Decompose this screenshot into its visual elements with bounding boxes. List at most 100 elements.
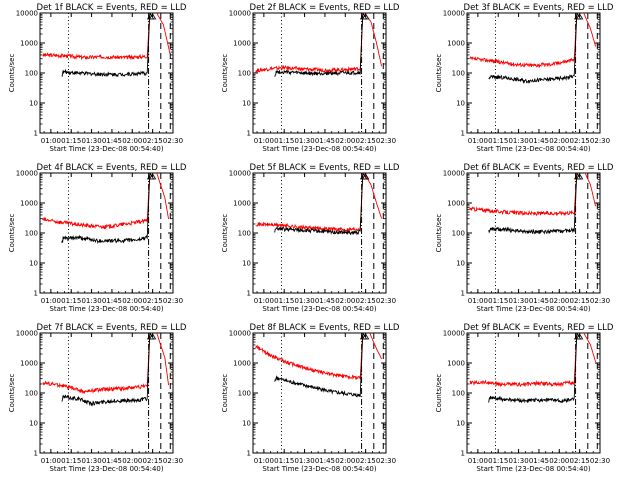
x-tick-label: 01:15 <box>488 297 508 305</box>
x-tick-label: 02:15 <box>570 457 590 465</box>
y-tick-label: 100 <box>238 390 251 398</box>
events-series-line <box>61 173 156 244</box>
x-tick-label: 01:15 <box>274 137 294 145</box>
x-tick-label: 01:00 <box>41 297 61 305</box>
x-tick-label: 01:15 <box>61 137 81 145</box>
x-tick-label: 02:15 <box>570 137 590 145</box>
x-tick-label: 01:30 <box>294 457 314 465</box>
x-axis-label: Start Time (23-Dec-08 00:54:40) <box>262 465 376 473</box>
triangle-marker <box>575 333 584 340</box>
x-tick-label: 02:30 <box>590 297 610 305</box>
y-tick-label: 1000 <box>20 360 38 368</box>
x-tick-label: 01:15 <box>274 297 294 305</box>
y-axis-label: Counts/sec <box>8 374 16 413</box>
x-tick-label: 01:00 <box>468 297 488 305</box>
triangle-marker <box>575 13 584 20</box>
x-tick-label: 02:30 <box>590 457 610 465</box>
x-axis-label: Start Time (23-Dec-08 00:54:40) <box>476 305 590 313</box>
y-axis-label: Counts/sec <box>221 214 229 253</box>
chart-panel-8: 1 10 100 1000 10000 01:00 01:15 01:30 01:45 02:00… <box>221 323 400 473</box>
x-tick-label: 01:45 <box>529 137 549 145</box>
x-tick-label: 02:15 <box>356 297 376 305</box>
chart-title: Det 2f BLACK = Events, RED = LLD <box>250 3 400 13</box>
triangle-marker <box>361 173 370 180</box>
y-tick-label: 10 <box>242 260 251 268</box>
y-tick-label: 10000 <box>16 330 38 338</box>
y-tick-label: 10 <box>242 100 251 108</box>
x-tick-label: 02:00 <box>122 297 142 305</box>
y-axis-label: Counts/sec <box>221 374 229 413</box>
x-tick-label: 02:00 <box>549 457 569 465</box>
y-tick-label: 10000 <box>443 330 465 338</box>
y-tick-label: 1 <box>247 450 251 458</box>
y-tick-label: 1 <box>34 450 38 458</box>
x-tick-label: 01:00 <box>41 137 61 145</box>
y-tick-label: 1 <box>247 290 251 298</box>
y-tick-label: 1000 <box>233 200 251 208</box>
x-tick-label: 02:30 <box>163 137 183 145</box>
y-tick-label: 1 <box>461 130 465 138</box>
y-tick-label: 100 <box>238 230 251 238</box>
y-tick-label: 10 <box>456 420 465 428</box>
x-tick-label: 01:30 <box>81 297 101 305</box>
x-tick-label: 01:30 <box>508 297 528 305</box>
events-series-line <box>488 333 583 404</box>
plot-frame <box>39 172 174 294</box>
x-tick-label: 01:15 <box>61 457 81 465</box>
y-axis-label: Counts/sec <box>8 214 16 253</box>
y-tick-label: 100 <box>452 70 465 78</box>
chart-panel-5: 1 10 100 1000 10000 01:00 01:15 01:30 01:45 02:00… <box>221 163 400 313</box>
x-tick-label: 01:00 <box>468 137 488 145</box>
y-tick-label: 10 <box>456 260 465 268</box>
y-tick-label: 100 <box>25 70 38 78</box>
x-tick-label: 01:45 <box>102 137 122 145</box>
y-axis-label: Counts/sec <box>221 54 229 93</box>
y-tick-label: 10000 <box>16 10 38 18</box>
chart-panel-6: 1 10 100 1000 10000 01:00 01:15 01:30 01:45 02:00… <box>435 163 614 313</box>
x-tick-label: 01:15 <box>488 137 508 145</box>
y-tick-label: 1000 <box>20 40 38 48</box>
y-tick-label: 10000 <box>443 170 465 178</box>
chart-panel-1: 1 10 100 1000 10000 01:00 01:15 01:30 01:45 02:00… <box>8 3 187 153</box>
triangle-marker <box>148 333 157 340</box>
x-tick-label: 01:45 <box>102 297 122 305</box>
x-tick-label: 01:00 <box>468 457 488 465</box>
lld-series-line <box>469 13 597 69</box>
events-series-line <box>61 333 156 407</box>
x-tick-label: 02:30 <box>163 457 183 465</box>
y-tick-label: 1000 <box>447 200 465 208</box>
y-tick-label: 100 <box>452 230 465 238</box>
y-tick-label: 1 <box>247 130 251 138</box>
y-tick-label: 100 <box>25 390 38 398</box>
x-tick-label: 01:30 <box>508 457 528 465</box>
events-series-line <box>274 173 369 236</box>
plot-frame <box>466 172 601 294</box>
plot-frame <box>39 12 174 134</box>
x-axis-label: Start Time (23-Dec-08 00:54:40) <box>476 465 590 473</box>
y-tick-label: 10 <box>29 420 38 428</box>
x-tick-label: 02:30 <box>376 137 396 145</box>
y-tick-label: 1 <box>34 130 38 138</box>
y-tick-label: 10000 <box>229 170 251 178</box>
plot-frame <box>252 332 387 454</box>
y-tick-label: 1000 <box>447 40 465 48</box>
x-tick-label: 01:45 <box>315 137 335 145</box>
lld-series-line <box>42 13 171 61</box>
x-tick-label: 02:00 <box>122 137 142 145</box>
y-tick-label: 1000 <box>233 40 251 48</box>
events-series-line <box>488 173 583 235</box>
lld-series-line <box>42 333 170 395</box>
lld-series-line <box>42 173 170 230</box>
chart-title: Det 9f BLACK = Events, RED = LLD <box>464 323 614 333</box>
x-tick-label: 02:15 <box>356 137 376 145</box>
x-axis-label: Start Time (23-Dec-08 00:54:40) <box>49 305 163 313</box>
x-tick-label: 02:00 <box>122 457 142 465</box>
x-tick-label: 02:00 <box>335 297 355 305</box>
plot-frame <box>466 12 601 134</box>
y-tick-label: 1000 <box>447 360 465 368</box>
x-tick-label: 01:30 <box>508 137 528 145</box>
x-tick-label: 01:15 <box>61 297 81 305</box>
y-tick-label: 10 <box>29 100 38 108</box>
plot-frame <box>466 332 601 454</box>
